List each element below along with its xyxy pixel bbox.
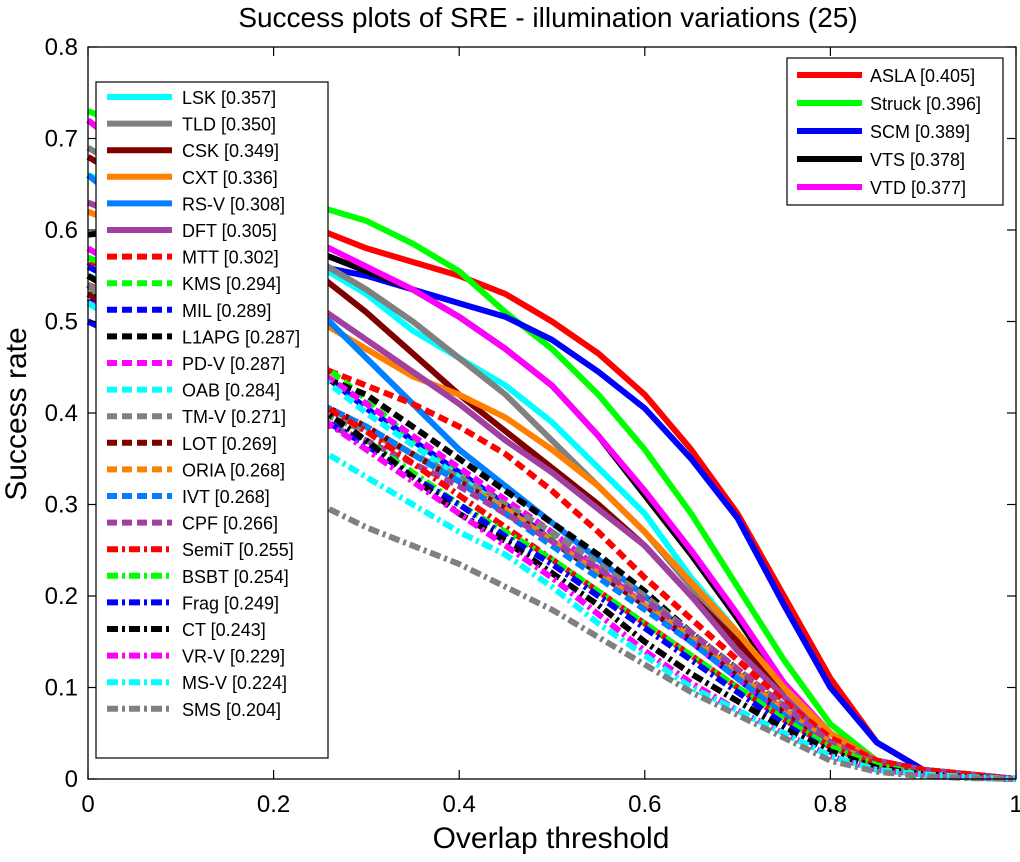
- legend-label: DFT [0.305]: [182, 221, 277, 241]
- y-axis: 0 0.1 0.2 0.3 0.4 0.5 0.6 0.7 0.8: [45, 34, 1016, 793]
- y-tick-label: 0.2: [45, 583, 78, 610]
- legend-label: LOT [0.269]: [182, 434, 277, 454]
- legend-label: CXT [0.336]: [182, 168, 278, 188]
- y-tick-label: 0.3: [45, 492, 78, 519]
- legend-top-right: ASLA [0.405] Struck [0.396] SCM [0.389] VTS…: [786, 57, 1004, 206]
- x-axis: 0 0.2 0.4 0.6 0.8 1: [81, 47, 1020, 818]
- x-tick-label: 0.2: [257, 791, 290, 818]
- legend-label: RS-V [0.308]: [182, 194, 285, 214]
- legend-label: SCM [0.389]: [870, 122, 970, 142]
- legend-label: TLD [0.350]: [182, 115, 276, 135]
- legend-label: L1APG [0.287]: [182, 327, 300, 347]
- legend-label: CPF [0.266]: [182, 514, 278, 534]
- x-tick-label: 0: [81, 791, 94, 818]
- legend-box: [95, 81, 329, 759]
- legend-label: ORIA [0.268]: [182, 460, 285, 480]
- legend-upper-left: LSK [0.357] TLD [0.350] CSK [0.349] CXT [0.…: [95, 81, 329, 759]
- legend-label: Struck [0.396]: [870, 94, 981, 114]
- legend-label: VR-V [0.229]: [182, 647, 285, 667]
- legend-label: ASLA [0.405]: [870, 66, 975, 86]
- legend-label: PD-V [0.287]: [182, 354, 285, 374]
- y-tick-label: 0.4: [45, 400, 78, 427]
- legend-label: BSBT [0.254]: [182, 567, 289, 587]
- x-tick-label: 0.8: [814, 791, 847, 818]
- x-axis-title: Overlap threshold: [433, 822, 670, 855]
- legend-label: SemiT [0.255]: [182, 540, 294, 560]
- series-line-sms: [85, 282, 1017, 782]
- y-tick-label: 0.6: [45, 217, 78, 244]
- y-tick-label: 0.5: [45, 309, 78, 336]
- x-tick-label: 0.6: [628, 791, 661, 818]
- legend-label: VTS [0.378]: [870, 150, 965, 170]
- chart-title: Success plots of SRE - illumination vari…: [238, 2, 857, 33]
- legend-label: LSK [0.357]: [182, 88, 276, 108]
- legend-label: Frag [0.249]: [182, 593, 279, 613]
- y-tick-label: 0: [65, 766, 78, 793]
- legend-label: MIL [0.289]: [182, 301, 271, 321]
- y-tick-label: 0.7: [45, 126, 78, 153]
- legend-label: IVT [0.268]: [182, 487, 270, 507]
- x-tick-label: 0.4: [443, 791, 476, 818]
- legend-label: OAB [0.284]: [182, 381, 280, 401]
- legend-label: MS-V [0.224]: [182, 673, 287, 693]
- legend-label: TM-V [0.271]: [182, 407, 286, 427]
- legend-label: SMS [0.204]: [182, 700, 281, 720]
- series-line-tm-v: [86, 282, 1017, 782]
- legend-label: CSK [0.349]: [182, 141, 279, 161]
- y-tick-label: 0.8: [45, 34, 78, 61]
- legend-label: VTD [0.377]: [870, 178, 966, 198]
- y-axis-title: Success rate: [0, 327, 33, 500]
- legend-label: MTT [0.302]: [182, 248, 279, 268]
- y-tick-label: 0.1: [45, 675, 78, 702]
- legend-label: CT [0.243]: [182, 620, 266, 640]
- legend-label: KMS [0.294]: [182, 274, 281, 294]
- x-tick-label: 1: [1009, 791, 1020, 818]
